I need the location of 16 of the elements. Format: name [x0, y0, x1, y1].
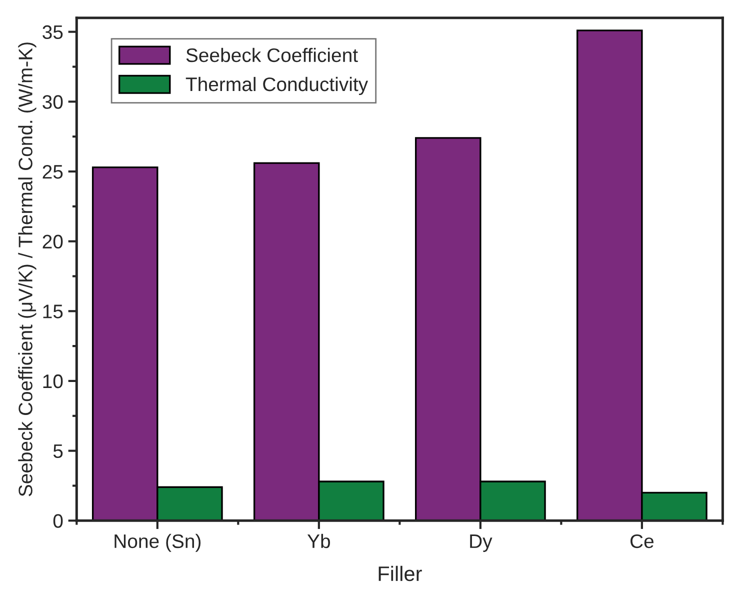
y-tick-label: 0 — [53, 514, 63, 528]
x-tick-label: Yb — [307, 534, 330, 548]
y-tick-label: 10 — [43, 374, 63, 388]
y-axis-title: Seebeck Coefficient (μV/K) / Thermal Cond. (W/m-K) — [18, 42, 36, 496]
y-tick-label: 20 — [42, 234, 63, 249]
y-tick-label: 15 — [43, 304, 63, 318]
y-tick-label: 35 — [42, 25, 63, 40]
x-tick-label: Ce — [630, 534, 654, 548]
y-tick-label: 25 — [42, 164, 63, 179]
x-axis-title: Filler — [378, 566, 422, 582]
legend-label: Thermal Conductivity — [186, 76, 368, 96]
legend-label: Seebeck Coefficient — [186, 48, 358, 62]
x-tick-label: None (Sn) — [114, 534, 201, 552]
y-tick-label: 30 — [42, 95, 63, 109]
x-tick-label: Dy — [470, 534, 492, 552]
y-tick-label: 5 — [53, 444, 63, 458]
